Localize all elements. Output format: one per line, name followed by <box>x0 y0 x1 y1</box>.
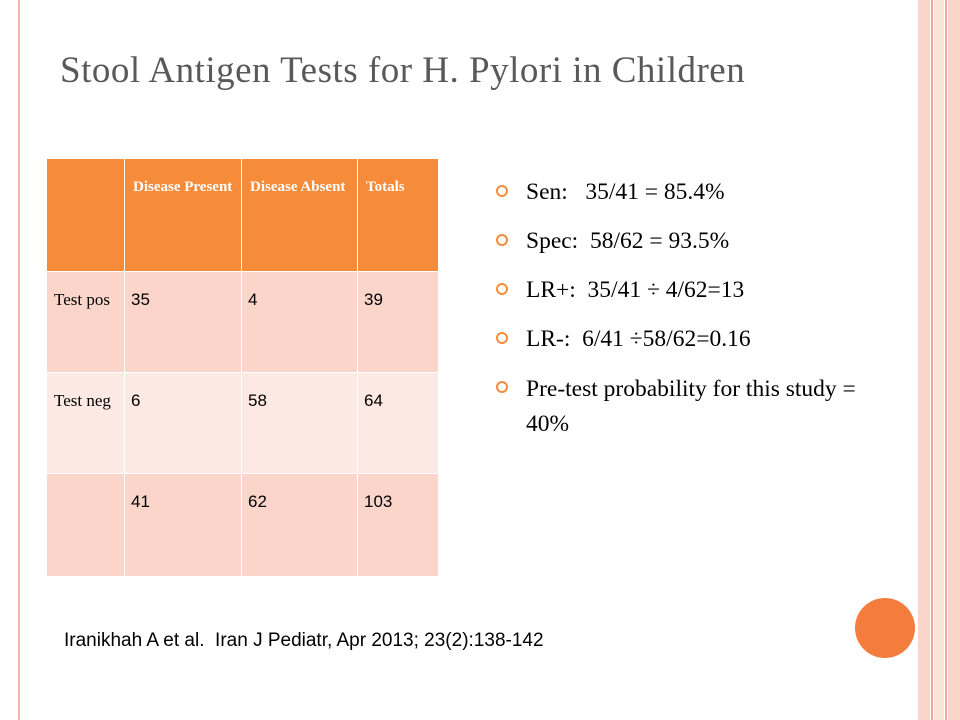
right-decorative-stripe <box>931 0 933 720</box>
header-cell-label: Disease Present <box>133 179 233 195</box>
bullet-text: LR-: 6/41 ÷58/62=0.16 <box>526 326 751 352</box>
cell-value: 4 <box>248 290 258 309</box>
table-divider <box>47 473 438 474</box>
right-decorative-stripe <box>945 0 947 720</box>
right-decorative-stripe <box>934 0 944 720</box>
cell-value: 39 <box>364 290 383 309</box>
table-cell <box>47 473 124 576</box>
table-cell: 62 <box>241 473 357 576</box>
circle-bullet-icon <box>496 381 508 393</box>
table-row: Test neg 6 58 64 <box>47 372 438 473</box>
table-cell: 64 <box>357 372 438 473</box>
table-cell: 41 <box>124 473 241 576</box>
bullet-text: LR+: 35/41 ÷ 4/62=13 <box>526 277 745 303</box>
table-cell: 39 <box>357 271 438 372</box>
bullet-text: Pre-test probability for this study = 40… <box>526 376 856 437</box>
header-cell-totals: Totals <box>357 159 438 271</box>
stats-bullet-list: Sen: 35/41 = 85.4% Spec: 58/62 = 93.5% L… <box>496 176 896 459</box>
table-cell: 6 <box>124 372 241 473</box>
bullet-lr-positive: LR+: 35/41 ÷ 4/62=13 <box>496 274 896 306</box>
bullet-pretest-probability: Pre-test probability for this study = 40… <box>496 372 896 442</box>
table-cell: Test neg <box>47 372 124 473</box>
contingency-table: Disease Present Disease Absent Totals Te… <box>47 159 438 576</box>
header-cell-disease-absent: Disease Absent <box>241 159 357 271</box>
decorative-circle <box>855 598 915 658</box>
cell-value: 62 <box>248 492 267 511</box>
table-divider <box>357 159 358 576</box>
cell-value: 41 <box>131 492 150 511</box>
table-divider <box>47 271 438 272</box>
header-cell-empty <box>47 159 124 271</box>
header-cell-label: Disease Absent <box>250 179 346 195</box>
left-frame-line <box>18 0 20 720</box>
circle-bullet-icon <box>496 185 508 197</box>
citation: Iranikhah A et al. Iran J Pediatr, Apr 2… <box>64 630 544 651</box>
table-row: Test pos 35 4 39 <box>47 271 438 372</box>
cell-value: 103 <box>364 492 393 511</box>
table-cell: 35 <box>124 271 241 372</box>
slide-title: Stool Antigen Tests for H. Pylori in Chi… <box>60 50 746 91</box>
circle-bullet-icon <box>496 283 508 295</box>
circle-bullet-icon <box>496 332 508 344</box>
cell-value: 58 <box>248 391 267 410</box>
right-decorative-stripe <box>948 0 960 720</box>
bullet-text: Spec: 58/62 = 93.5% <box>526 228 730 254</box>
table-cell: 4 <box>241 271 357 372</box>
table-divider <box>241 159 242 576</box>
row-label: Test pos <box>54 290 110 309</box>
right-decorative-stripe <box>918 0 930 720</box>
cell-value: 35 <box>131 290 150 309</box>
bullet-text: Sen: 35/41 = 85.4% <box>526 179 725 205</box>
table-divider <box>124 159 125 576</box>
table-cell: 58 <box>241 372 357 473</box>
table-header-row: Disease Present Disease Absent Totals <box>47 159 438 271</box>
row-label: Test neg <box>54 391 111 410</box>
header-cell-label: Totals <box>366 179 405 195</box>
circle-bullet-icon <box>496 234 508 246</box>
bullet-sensitivity: Sen: 35/41 = 85.4% <box>496 176 896 208</box>
table-divider <box>47 372 438 373</box>
cell-value: 64 <box>364 391 383 410</box>
table-cell: Test pos <box>47 271 124 372</box>
table-row: 41 62 103 <box>47 473 438 576</box>
table-cell: 103 <box>357 473 438 576</box>
header-cell-disease-present: Disease Present <box>124 159 241 271</box>
bullet-specificity: Spec: 58/62 = 93.5% <box>496 225 896 257</box>
bullet-lr-negative: LR-: 6/41 ÷58/62=0.16 <box>496 323 896 355</box>
cell-value: 6 <box>131 391 141 410</box>
